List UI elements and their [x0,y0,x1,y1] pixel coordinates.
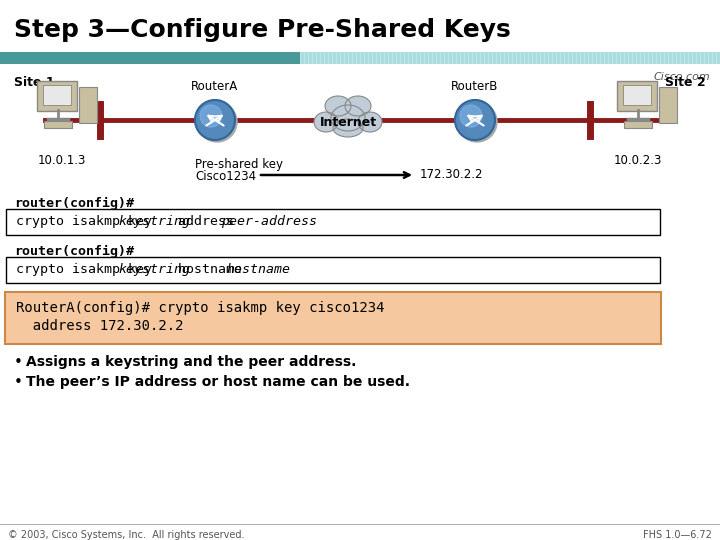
Text: 10.0.1.3: 10.0.1.3 [38,154,86,167]
Text: peer-address: peer-address [221,215,318,228]
Text: keystring: keystring [119,215,191,228]
Circle shape [195,100,235,140]
Text: Step 3—Configure Pre-Shared Keys: Step 3—Configure Pre-Shared Keys [14,18,510,42]
FancyBboxPatch shape [6,209,660,235]
FancyBboxPatch shape [79,87,97,123]
Text: hostname: hostname [170,263,250,276]
Circle shape [200,105,222,127]
FancyBboxPatch shape [623,85,651,105]
FancyBboxPatch shape [659,87,677,123]
Text: address 172.30.2.2: address 172.30.2.2 [16,319,184,333]
Ellipse shape [333,119,363,137]
Ellipse shape [325,96,351,116]
Text: hostname: hostname [227,263,291,276]
Circle shape [455,100,495,140]
Text: router(config)#: router(config)# [14,197,134,210]
Text: Internet: Internet [320,116,377,129]
Text: Pre-shared key: Pre-shared key [195,158,283,171]
Circle shape [457,102,497,142]
Text: •: • [14,355,23,370]
Text: keystring: keystring [119,263,191,276]
Text: address: address [170,215,242,228]
Text: Cisco1234: Cisco1234 [195,170,256,183]
Text: Assigns a keystring and the peer address.: Assigns a keystring and the peer address… [26,355,356,369]
Ellipse shape [345,96,371,116]
Text: crypto isakmp key: crypto isakmp key [16,263,160,276]
Text: RouterA: RouterA [192,80,238,93]
FancyBboxPatch shape [300,52,720,64]
Circle shape [460,105,482,127]
Text: Site 1: Site 1 [14,76,55,89]
FancyBboxPatch shape [37,81,77,111]
FancyBboxPatch shape [5,292,661,344]
FancyBboxPatch shape [6,257,660,283]
FancyBboxPatch shape [44,121,72,128]
FancyBboxPatch shape [43,85,71,105]
Ellipse shape [358,112,382,132]
Text: Site 2: Site 2 [665,76,706,89]
Text: RouterA(config)# crypto isakmp key cisco1234: RouterA(config)# crypto isakmp key cisco… [16,301,384,315]
Text: 10.0.2.3: 10.0.2.3 [614,154,662,167]
FancyBboxPatch shape [624,121,652,128]
Ellipse shape [314,112,338,132]
Text: © 2003, Cisco Systems, Inc.  All rights reserved.: © 2003, Cisco Systems, Inc. All rights r… [8,530,245,540]
Text: 172.30.2.2: 172.30.2.2 [420,168,484,181]
Text: router(config)#: router(config)# [14,245,134,258]
FancyBboxPatch shape [617,81,657,111]
Text: crypto isakmp key: crypto isakmp key [16,215,160,228]
Ellipse shape [331,105,365,131]
Text: RouterB: RouterB [451,80,499,93]
Text: FHS 1.0—6.72: FHS 1.0—6.72 [643,530,712,540]
Text: Cisco.com: Cisco.com [653,72,710,82]
Text: •: • [14,375,23,390]
Text: The peer’s IP address or host name can be used.: The peer’s IP address or host name can b… [26,375,410,389]
FancyBboxPatch shape [0,52,300,64]
Circle shape [197,102,237,142]
